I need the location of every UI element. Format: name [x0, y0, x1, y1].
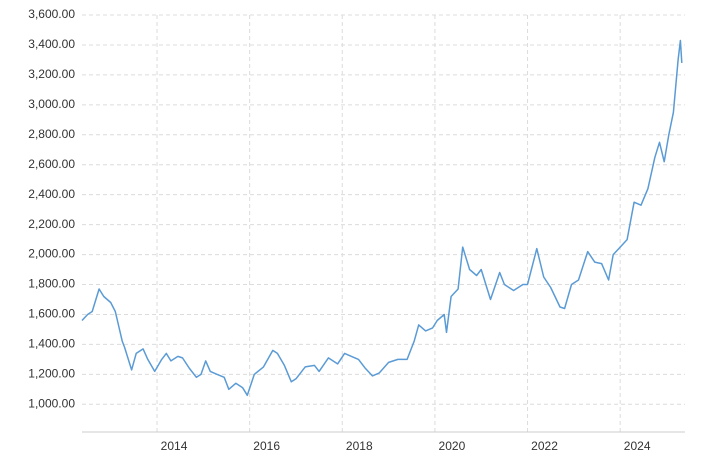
x-tick-label: 2018	[346, 439, 373, 453]
y-tick-label: 1,200.00	[28, 367, 75, 381]
x-tick-label: 2016	[253, 439, 280, 453]
y-tick-label: 3,400.00	[28, 37, 75, 51]
y-tick-label: 1,800.00	[28, 277, 75, 291]
x-tick-label: 2024	[624, 439, 651, 453]
y-tick-label: 3,200.00	[28, 67, 75, 81]
y-tick-label: 2,800.00	[28, 127, 75, 141]
y-tick-label: 3,600.00	[28, 7, 75, 21]
y-tick-label: 2,200.00	[28, 217, 75, 231]
y-tick-label: 2,000.00	[28, 247, 75, 261]
x-tick-label: 2020	[439, 439, 466, 453]
y-tick-label: 1,400.00	[28, 337, 75, 351]
x-tick-label: 2022	[531, 439, 558, 453]
x-tick-label: 2014	[161, 439, 188, 453]
y-tick-label: 1,600.00	[28, 307, 75, 321]
y-tick-label: 3,000.00	[28, 97, 75, 111]
y-tick-label: 2,400.00	[28, 187, 75, 201]
price-line	[81, 39, 683, 397]
y-tick-label: 1,000.00	[28, 396, 75, 410]
y-tick-label: 2,600.00	[28, 157, 75, 171]
